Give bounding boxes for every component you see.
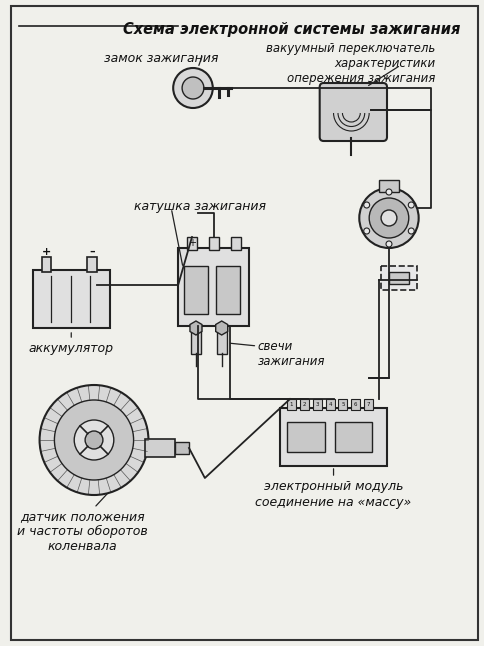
Text: 2: 2 [302, 402, 306, 407]
Text: +: + [42, 247, 51, 257]
Bar [216, 266, 240, 314]
Text: Схема электронной системы зажигания: Схема электронной системы зажигания [123, 22, 460, 37]
Text: электронный модуль: электронный модуль [264, 480, 403, 493]
Text: –: – [89, 247, 95, 257]
Circle shape [408, 228, 414, 234]
Text: катушка зажигания: катушка зажигания [134, 200, 266, 213]
Bar [217, 326, 227, 354]
Bar [178, 248, 249, 326]
Text: 3: 3 [316, 402, 319, 407]
Circle shape [381, 210, 397, 226]
Circle shape [182, 77, 204, 99]
Bar [42, 257, 51, 272]
Text: датчик положения
и частоты оборотов
коленвала: датчик положения и частоты оборотов коле… [17, 510, 148, 553]
Bar [146, 439, 175, 457]
Circle shape [54, 400, 134, 480]
FancyBboxPatch shape [320, 83, 387, 141]
Circle shape [386, 189, 392, 195]
Text: замок зажигания: замок зажигания [104, 52, 218, 65]
Circle shape [363, 228, 370, 234]
Text: соединение на «массу»: соединение на «массу» [256, 496, 412, 509]
Text: 5: 5 [341, 402, 345, 407]
Text: аккумулятор: аккумулятор [29, 342, 114, 355]
Circle shape [369, 198, 409, 238]
Bar [209, 237, 219, 250]
Text: 4: 4 [328, 402, 332, 407]
Text: свечи
зажигания: свечи зажигания [257, 340, 325, 368]
Circle shape [173, 68, 213, 108]
Bar [287, 399, 296, 410]
Bar [230, 237, 241, 250]
Circle shape [40, 385, 149, 495]
Bar [326, 399, 334, 410]
Text: 7: 7 [367, 402, 370, 407]
Bar [175, 442, 189, 454]
Circle shape [74, 420, 114, 460]
Bar [87, 257, 97, 272]
Bar [300, 399, 309, 410]
Circle shape [363, 202, 370, 208]
Bar [381, 266, 417, 290]
Bar [287, 422, 325, 452]
Bar [184, 266, 208, 314]
Bar [364, 399, 373, 410]
Text: +: + [188, 238, 196, 248]
Text: вакуумный переключатель
характеристики
опережения зажигания: вакуумный переключатель характеристики о… [266, 42, 436, 85]
Bar [32, 270, 110, 328]
Bar [338, 399, 348, 410]
Circle shape [408, 202, 414, 208]
Bar [379, 180, 399, 192]
Text: 6: 6 [354, 402, 358, 407]
Circle shape [386, 241, 392, 247]
Bar [187, 237, 197, 250]
Circle shape [85, 431, 103, 449]
Bar [191, 326, 201, 354]
Text: 1: 1 [290, 402, 293, 407]
Bar [334, 422, 372, 452]
Bar [313, 399, 322, 410]
Bar [389, 272, 409, 284]
Bar [280, 408, 387, 466]
Bar [351, 399, 360, 410]
Circle shape [359, 188, 419, 248]
